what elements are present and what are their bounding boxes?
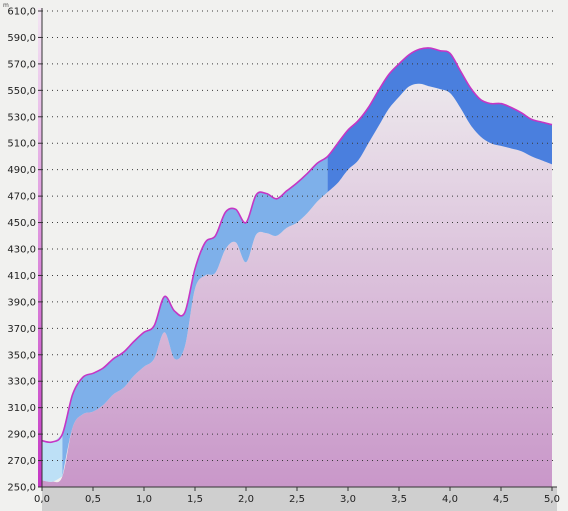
elevation-area bbox=[42, 83, 552, 487]
elevation-line bbox=[41, 47, 553, 444]
x-tick-labels: 0,0 0,5 1,0 1,5 2,0 2,5 3,0 3,5 4,0 4,5 5,0 bbox=[34, 487, 560, 505]
y-tick-label: 510,0 bbox=[7, 139, 36, 150]
y-tick-label: 490,0 bbox=[7, 165, 36, 176]
outline-layer bbox=[41, 47, 553, 444]
band-segment-1 bbox=[42, 434, 63, 482]
y-tick-label: 590,0 bbox=[7, 33, 36, 44]
area-layer bbox=[42, 83, 552, 487]
x-tick-label: 3,5 bbox=[391, 494, 407, 505]
y-tick-label: 390,0 bbox=[7, 297, 36, 308]
y-tick-label: 570,0 bbox=[7, 59, 36, 70]
band-segment-2 bbox=[62, 156, 328, 477]
y-tick-label: 370,0 bbox=[7, 324, 36, 335]
y-tick-label: 330,0 bbox=[7, 377, 36, 388]
x-tick-label: 3,0 bbox=[340, 494, 356, 505]
y-tick-label: 530,0 bbox=[7, 112, 36, 123]
x-tick-label: 4,5 bbox=[493, 494, 509, 505]
y-tick-label: 430,0 bbox=[7, 245, 36, 256]
band-segment-3 bbox=[327, 47, 552, 193]
y-tick-label: 450,0 bbox=[7, 218, 36, 229]
y-tick-label: 310,0 bbox=[7, 403, 36, 414]
y-tick-label: 270,0 bbox=[7, 456, 36, 467]
band-layer bbox=[42, 47, 552, 482]
x-tick-label: 5,0 bbox=[544, 494, 560, 505]
y-tick-label: 350,0 bbox=[7, 350, 36, 361]
x-tick-label: 2,5 bbox=[289, 494, 305, 505]
x-tick-label: 4,0 bbox=[442, 494, 458, 505]
x-tick-label: 0,5 bbox=[85, 494, 101, 505]
grid-layer bbox=[42, 10, 557, 462]
bottom-strip bbox=[42, 487, 557, 511]
x-tick-label: 1,0 bbox=[136, 494, 152, 505]
y-tick-label: 250,0 bbox=[7, 483, 36, 494]
y-tick-label: 290,0 bbox=[7, 430, 36, 441]
y-tick-labels: 250,0 270,0 290,0 310,0 330,0 350,0 370,0 390,0… bbox=[7, 7, 42, 494]
y-axis-bar bbox=[38, 8, 42, 487]
y-tick-label: 610,0 bbox=[7, 7, 36, 18]
y-tick-label: 470,0 bbox=[7, 192, 36, 203]
y-tick-label: 410,0 bbox=[7, 271, 36, 282]
x-tick-label: 1,5 bbox=[187, 494, 203, 505]
x-tick-label: 0,0 bbox=[34, 494, 50, 505]
y-tick-label: 550,0 bbox=[7, 86, 36, 97]
x-tick-label: 2,0 bbox=[238, 494, 254, 505]
unit-label: m bbox=[3, 2, 9, 9]
